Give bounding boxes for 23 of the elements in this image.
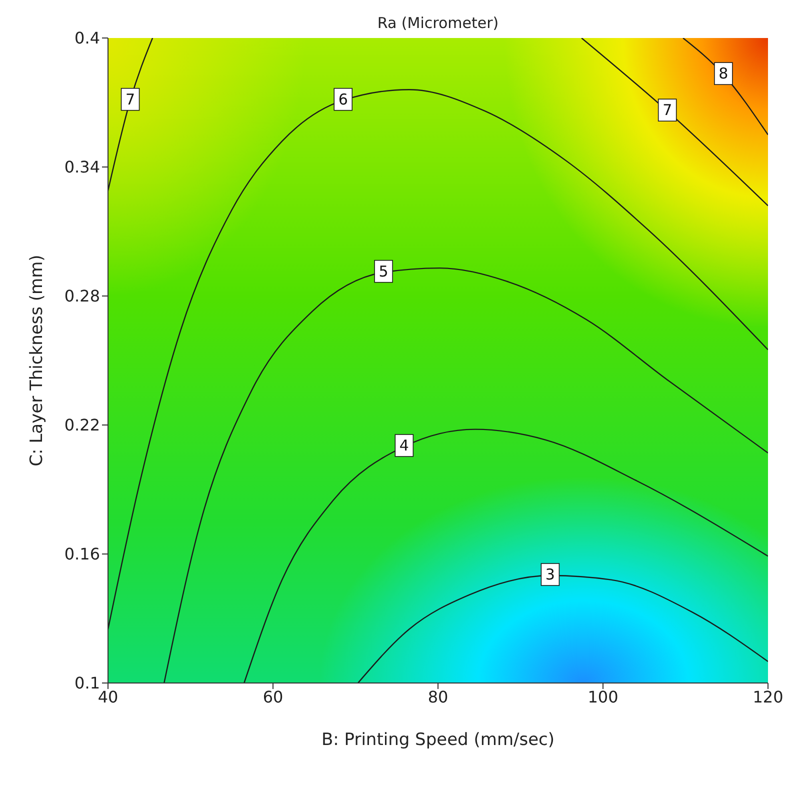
x-tick-label: 100	[588, 687, 618, 706]
y-tick-label: 0.16	[64, 544, 100, 564]
x-axis-title: B: Printing Speed (mm/sec)	[321, 730, 555, 750]
series-label: 4	[399, 436, 409, 454]
series-label: 7	[662, 101, 672, 120]
x-tick-label: 120	[752, 687, 784, 706]
line-series	[244, 428, 768, 683]
y-tick-label: 0.4	[74, 28, 100, 48]
y-axis-title: C: Layer Thickness (mm)	[27, 254, 48, 466]
y-tick-label: 0.34	[64, 158, 100, 177]
series-label: 7	[126, 90, 136, 108]
series-label: 8	[718, 64, 728, 83]
y-tick-label: 0.22	[64, 416, 100, 435]
line-series	[108, 88, 768, 630]
series-label: 3	[545, 566, 555, 584]
y-tick-label: 0.1	[74, 674, 100, 693]
chart-title: Ra (Micrometer)	[377, 14, 499, 32]
series-label: 6	[338, 90, 348, 108]
x-tick-label: 60	[262, 687, 284, 706]
x-tick-label: 40	[98, 687, 118, 706]
y-tick-label: 0.28	[64, 286, 100, 306]
series-label: 5	[378, 262, 388, 280]
x-tick-label: 80	[428, 687, 448, 706]
